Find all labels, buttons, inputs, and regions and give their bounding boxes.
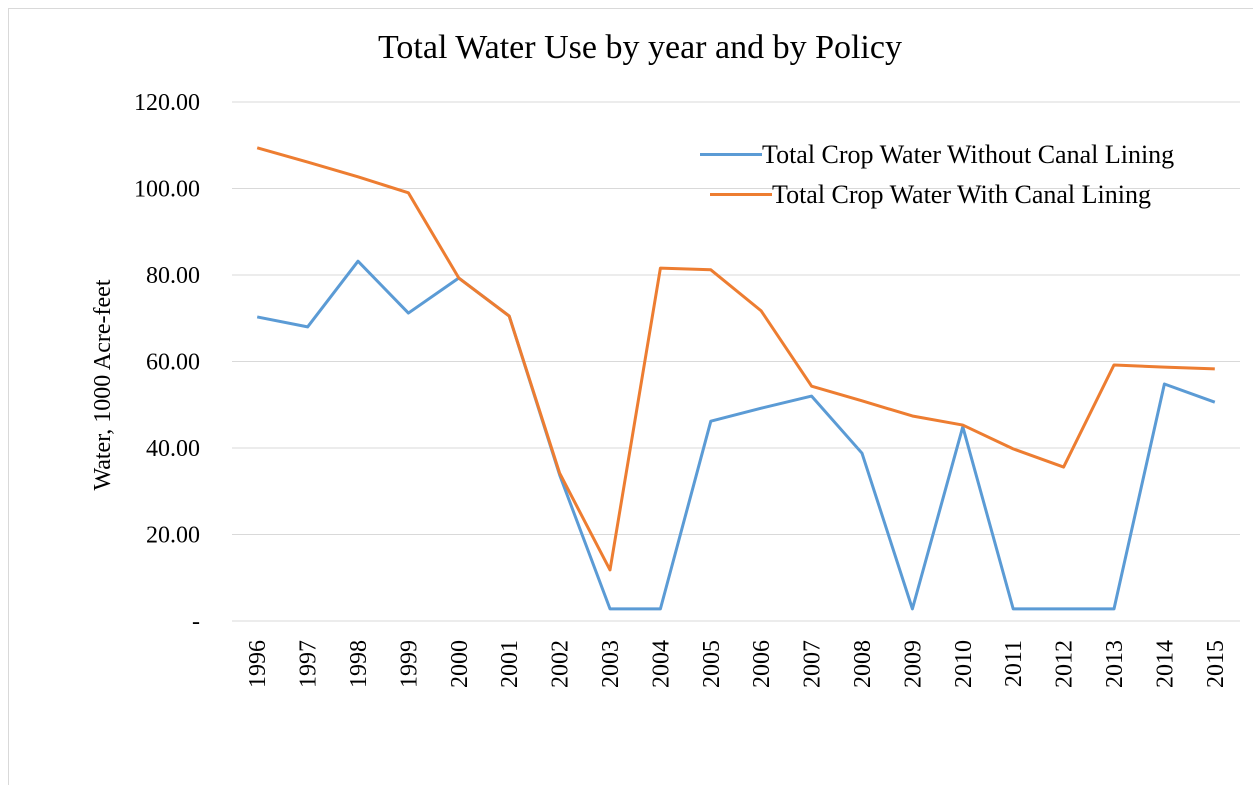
x-tick-label: 1999 <box>396 640 422 688</box>
legend: Total Crop Water Without Canal Lining Tot… <box>700 138 1252 218</box>
x-tick-label: 2010 <box>951 640 977 688</box>
legend-item: Total Crop Water With Canal Lining <box>710 178 1252 211</box>
y-tick-label: 80.00 <box>146 263 200 289</box>
legend-label: Total Crop Water With Canal Lining <box>772 180 1151 209</box>
x-tick-label: 2001 <box>497 640 523 688</box>
legend-swatch <box>700 153 762 156</box>
series-line <box>256 146 1215 572</box>
x-tick-label: 2014 <box>1152 640 1178 688</box>
y-tick-label: 120.00 <box>134 90 200 116</box>
x-tick-label: 2015 <box>1203 640 1229 688</box>
y-tick-label: 60.00 <box>146 350 200 376</box>
x-tick-label: 1998 <box>346 640 372 688</box>
x-tick-label: 2004 <box>648 640 674 688</box>
series-line <box>256 259 1216 611</box>
x-tick-label: 2006 <box>749 640 775 688</box>
y-tick-label: 20.00 <box>146 523 200 549</box>
y-tick-label: 40.00 <box>146 436 200 462</box>
x-tick-label: 2008 <box>850 640 876 688</box>
legend-swatch <box>710 193 772 196</box>
x-tick-label: 2013 <box>1102 640 1128 688</box>
x-tick-label: 2002 <box>548 640 574 688</box>
y-tick-label: - <box>192 609 200 635</box>
y-axis-title: Water, 1000 Acre-feet <box>90 279 116 490</box>
x-tick-label: 1997 <box>296 640 322 688</box>
legend-label: Total Crop Water Without Canal Lining <box>762 140 1175 169</box>
x-tick-label: 1996 <box>245 640 271 688</box>
x-tick-label: 2009 <box>900 640 926 688</box>
x-tick-label: 2011 <box>1001 640 1027 687</box>
x-tick-label: 2003 <box>598 640 624 688</box>
x-tick-label: 2012 <box>1052 640 1078 688</box>
x-tick-label: 2000 <box>447 640 473 688</box>
x-tick-label: 2007 <box>800 640 826 688</box>
chart-title: Total Water Use by year and by Policy <box>378 29 902 66</box>
chart-border <box>8 8 1253 785</box>
legend-item: Total Crop Water Without Canal Lining <box>700 138 1252 171</box>
x-tick-label: 2005 <box>699 640 725 688</box>
y-tick-label: 100.00 <box>134 177 200 203</box>
